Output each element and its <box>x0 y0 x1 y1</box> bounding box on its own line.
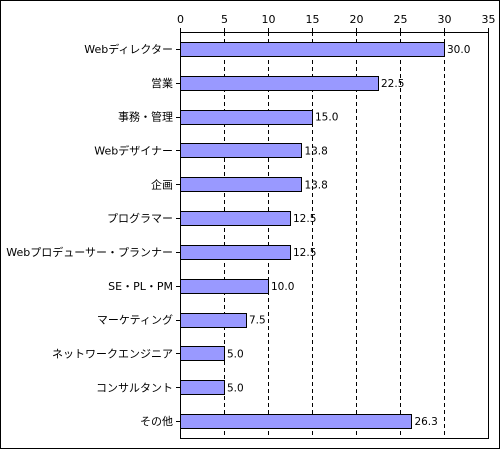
data-label: 30.0 <box>447 44 470 56</box>
data-label: 7.5 <box>249 315 266 327</box>
bar-layer <box>180 42 445 429</box>
data-label: 10.0 <box>271 281 294 293</box>
category-label: Webデザイナー <box>94 143 173 157</box>
label-layer: 0 5 10 15 20 25 30 35 Webディレクター 30.0 営業 22.5 事務・管理 15… <box>6 13 495 428</box>
plot-area-border <box>180 32 489 439</box>
bar <box>180 211 291 226</box>
data-label: 12.5 <box>293 247 316 259</box>
bar <box>180 177 302 192</box>
category-label: Webディレクター <box>84 42 173 56</box>
data-label: 22.5 <box>381 78 404 90</box>
category-label: プログラマー <box>107 211 173 225</box>
x-tick-label: 5 <box>221 13 228 26</box>
data-label: 13.8 <box>304 145 327 157</box>
x-tick-label: 30 <box>438 13 452 26</box>
bar <box>180 279 269 294</box>
data-label: 15.0 <box>315 112 338 124</box>
bar <box>180 76 379 91</box>
category-label: 企画 <box>151 177 173 191</box>
x-tick-label: 25 <box>394 13 408 26</box>
category-label: マーケティング <box>97 313 173 327</box>
data-label: 26.3 <box>414 416 437 428</box>
x-tick-label: 10 <box>262 13 276 26</box>
category-label: 事務・管理 <box>118 110 173 124</box>
bar <box>180 42 445 57</box>
x-tick-label: 35 <box>482 13 496 26</box>
data-label: 5.0 <box>227 382 244 394</box>
bar <box>180 110 313 125</box>
category-label: ネットワークエンジニア <box>52 347 173 360</box>
data-label: 5.0 <box>227 348 244 360</box>
x-tick-label: 15 <box>306 13 320 26</box>
category-label: 営業 <box>151 76 173 90</box>
category-label: コンサルタント <box>96 381 173 394</box>
bar <box>180 143 302 158</box>
category-label: Webプロデューサー・プランナー <box>6 245 173 259</box>
bar <box>180 313 247 328</box>
bar <box>180 380 225 395</box>
bar <box>180 414 412 429</box>
bar <box>180 346 225 361</box>
x-tick-label: 20 <box>350 13 364 26</box>
category-label: その他 <box>140 415 173 428</box>
data-label: 13.8 <box>304 179 327 191</box>
grid-layer <box>224 32 445 438</box>
axis-layer <box>176 28 489 439</box>
x-tick-label: 0 <box>177 13 184 26</box>
category-label: SE・PL・PM <box>108 280 173 293</box>
bar <box>180 245 291 260</box>
data-label: 12.5 <box>293 213 316 225</box>
